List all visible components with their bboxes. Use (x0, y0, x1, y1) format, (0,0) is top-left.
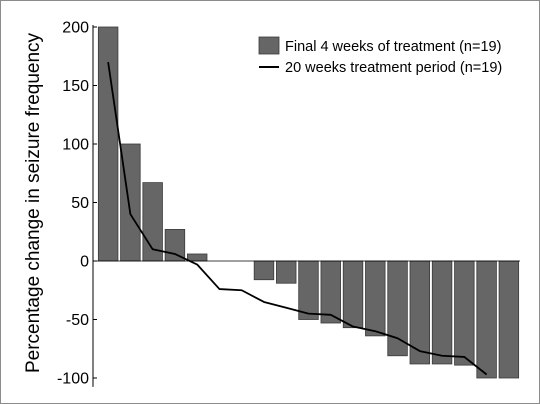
bar (342, 260, 364, 329)
bar (253, 260, 275, 281)
bar (298, 260, 319, 320)
bar (498, 260, 520, 379)
y-tick-label: 100 (62, 137, 89, 154)
bar (431, 260, 453, 365)
bar (276, 260, 297, 284)
y-axis-title: Percentage change in seizure frequency (23, 32, 44, 373)
bar (186, 253, 208, 262)
y-tick-label: -50 (66, 312, 89, 329)
legend-label-bar: Final 4 weeks of treatment (n=19) (285, 39, 501, 55)
bar (476, 260, 497, 379)
y-tick-label: 0 (80, 254, 89, 271)
y-tick-label: 200 (62, 20, 89, 37)
legend-swatch-bar (258, 36, 280, 55)
legend: Final 4 weeks of treatment (n=19) 20 wee… (252, 30, 524, 82)
legend-box (252, 30, 524, 82)
plot-area (97, 26, 520, 379)
y-tick-label: 50 (71, 195, 89, 212)
y-axis: 200 150 100 50 0 -50 -100 (57, 20, 97, 388)
y-tick-label: -100 (57, 371, 89, 388)
legend-label-line: 20 weeks treatment period (n=19) (285, 60, 502, 76)
bar (454, 260, 475, 366)
bar (365, 260, 386, 337)
bar (409, 260, 431, 365)
y-tick-label: 150 (62, 78, 89, 95)
series-line (107, 61, 488, 376)
